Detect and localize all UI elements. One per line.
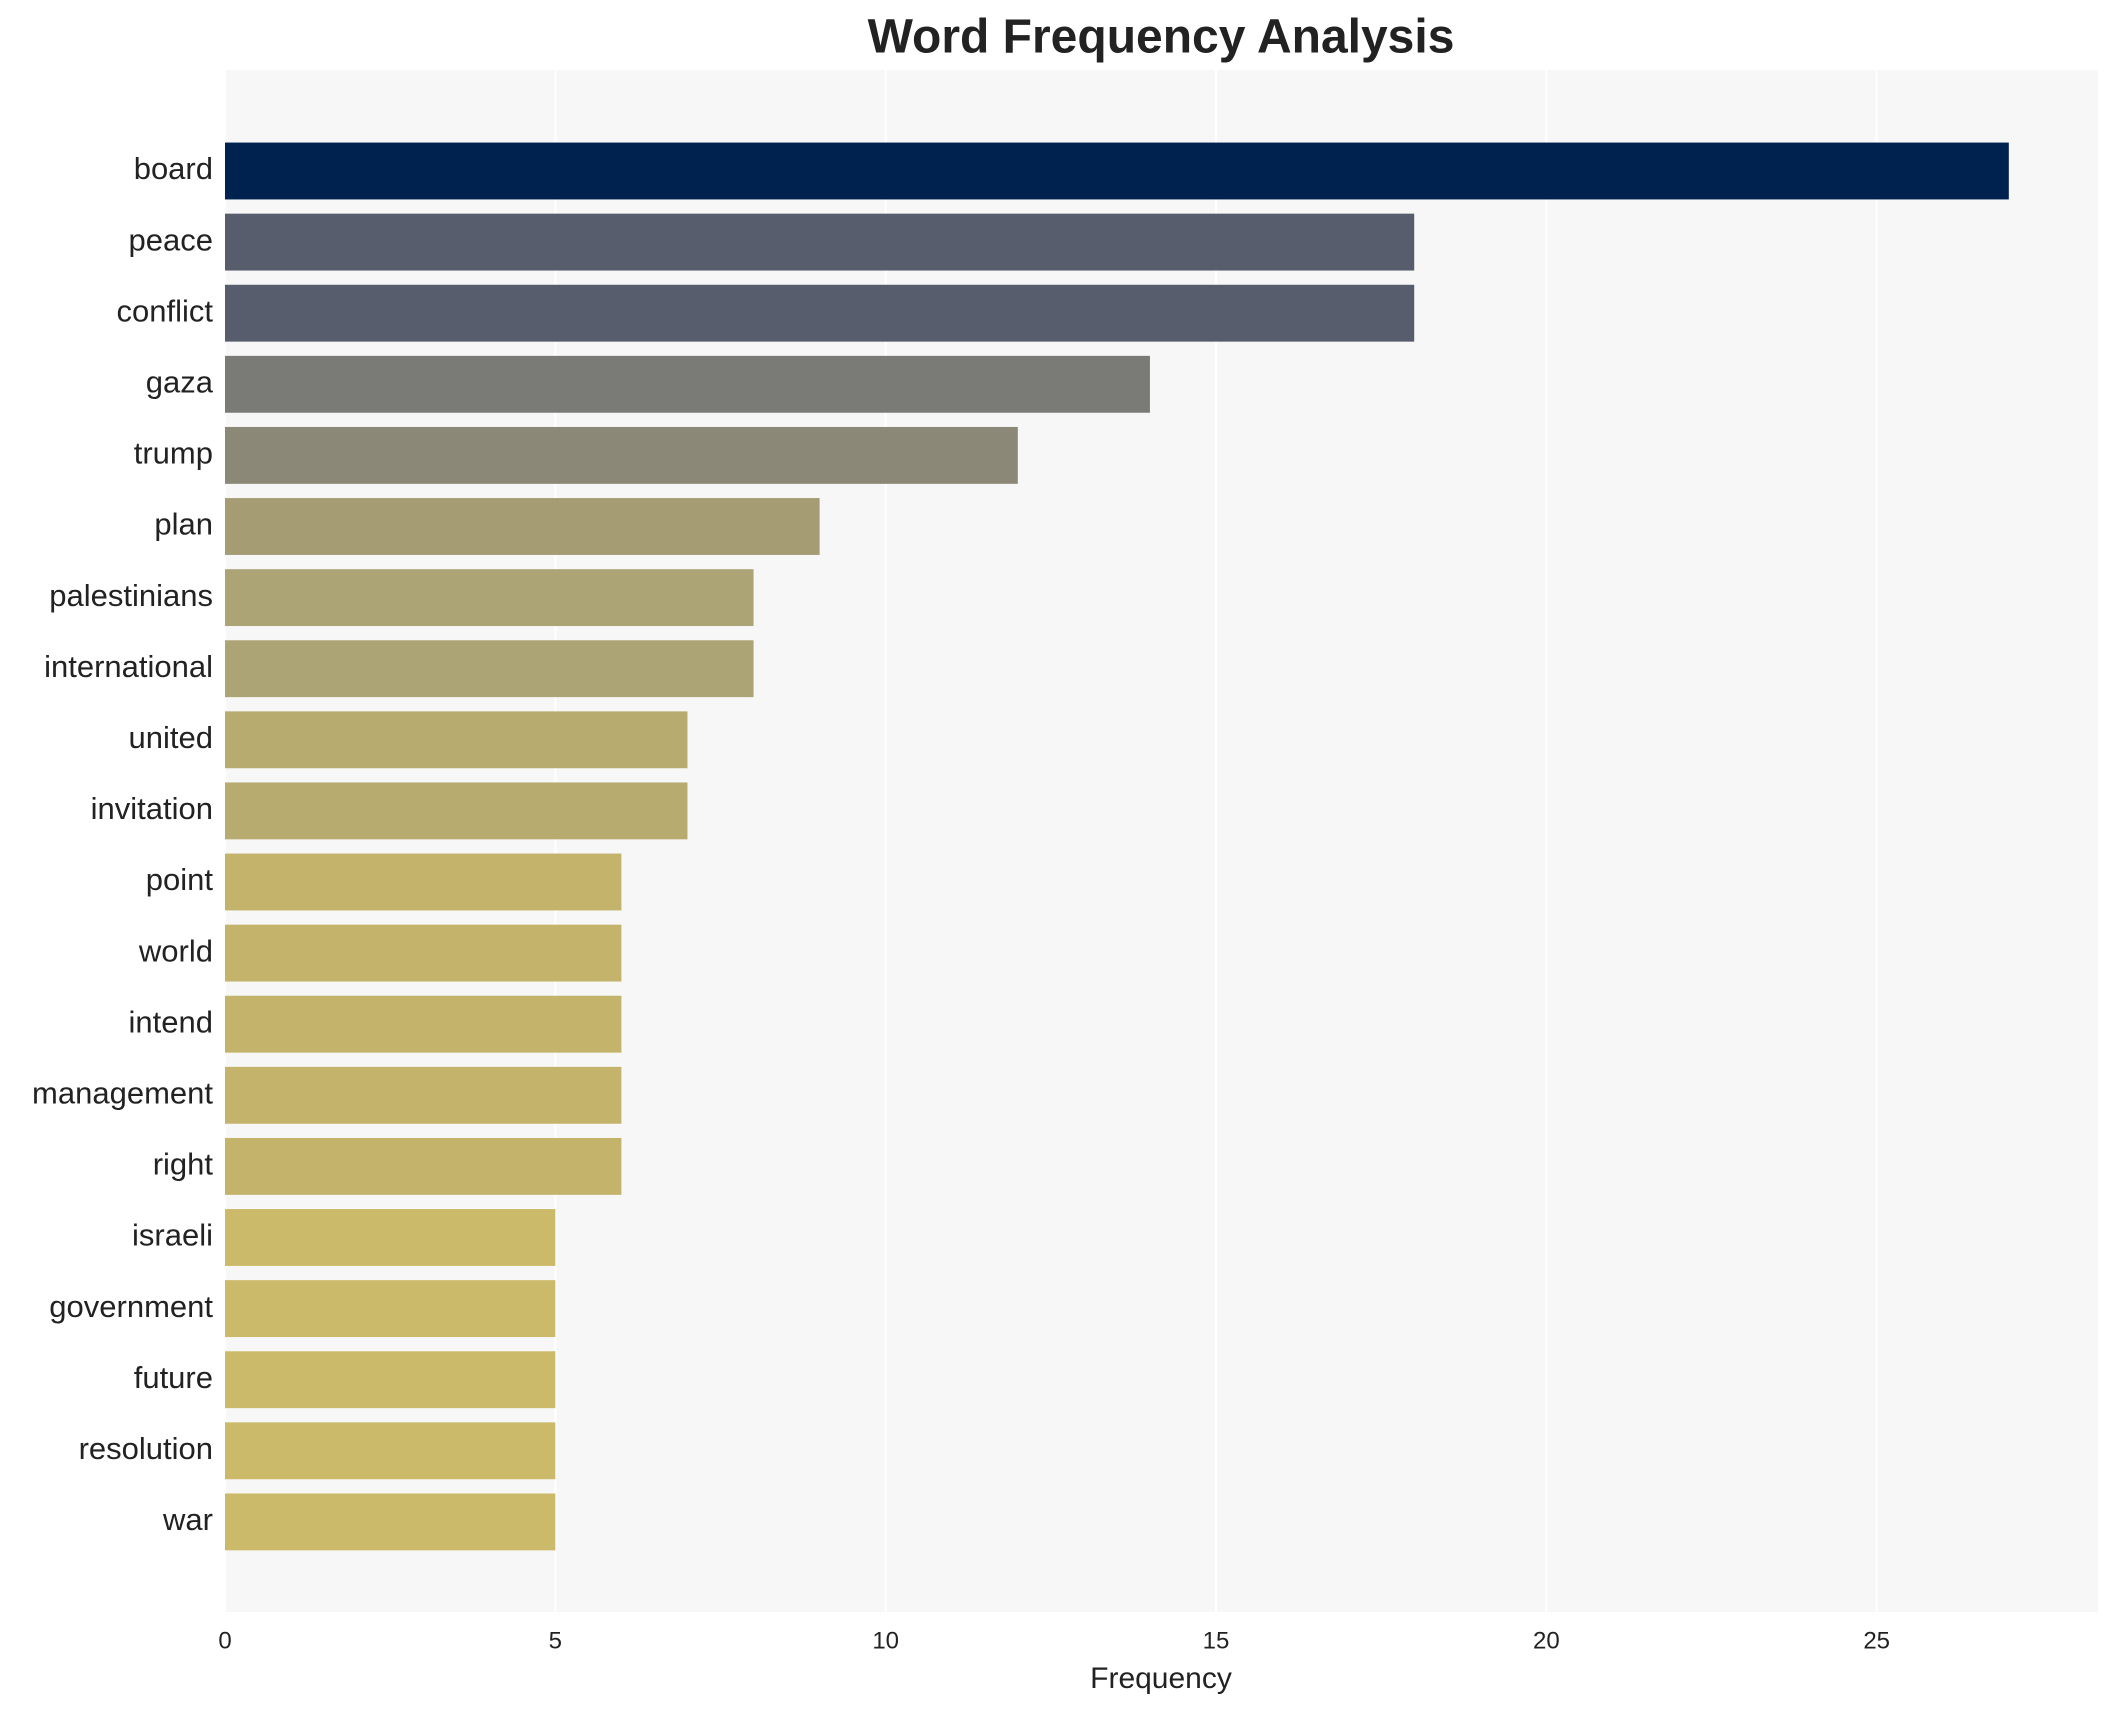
x-tick-label: 0: [218, 1627, 231, 1654]
y-tick-label: palestinians: [49, 578, 213, 613]
x-tick-label: 15: [1203, 1627, 1230, 1654]
y-tick-label: intend: [129, 1004, 213, 1039]
bar: [225, 1493, 556, 1551]
bar: [225, 355, 1150, 413]
bar: [225, 498, 820, 555]
bar: [225, 640, 754, 698]
bar: [225, 1137, 622, 1195]
y-tick-label: invitation: [91, 791, 213, 826]
x-axis-label: Frequency: [1090, 1662, 1232, 1695]
y-tick-label: board: [134, 151, 213, 186]
bar: [225, 995, 622, 1053]
y-tick-label: international: [44, 649, 213, 684]
bar: [225, 284, 1415, 342]
y-tick-label: trump: [134, 436, 213, 471]
y-tick-label: point: [146, 862, 214, 897]
bar: [225, 924, 622, 982]
y-tick-label: future: [134, 1360, 213, 1395]
bar: [225, 426, 1018, 484]
bar: [225, 1351, 556, 1409]
y-tick-label: peace: [129, 222, 213, 257]
bar: [225, 1280, 556, 1338]
y-tick-label: war: [162, 1502, 213, 1537]
y-tick-label: resolution: [79, 1431, 213, 1466]
y-tick-label: right: [153, 1147, 214, 1182]
bar: [225, 782, 688, 840]
x-tick-label: 25: [1863, 1627, 1890, 1654]
bar: [225, 853, 622, 911]
bar: [225, 1066, 622, 1124]
y-tick-label: gaza: [146, 364, 214, 399]
y-tick-label: government: [49, 1289, 213, 1324]
x-tick-label: 20: [1533, 1627, 1560, 1654]
y-tick-label: united: [129, 720, 213, 755]
bar: [225, 569, 754, 627]
bar: [225, 1209, 556, 1266]
bar: [225, 711, 688, 769]
x-tick-label: 5: [549, 1627, 562, 1654]
x-tick-label: 10: [872, 1627, 899, 1654]
y-tick-label: management: [32, 1075, 213, 1110]
bar: [225, 213, 1415, 271]
bar: [225, 142, 2009, 200]
bar: [225, 1422, 556, 1480]
y-tick-label: world: [138, 933, 213, 968]
chart-title: Word Frequency Analysis: [868, 11, 1455, 64]
y-tick-label: israeli: [132, 1218, 213, 1253]
y-tick-label: conflict: [117, 293, 214, 328]
y-tick-label: plan: [154, 507, 213, 542]
